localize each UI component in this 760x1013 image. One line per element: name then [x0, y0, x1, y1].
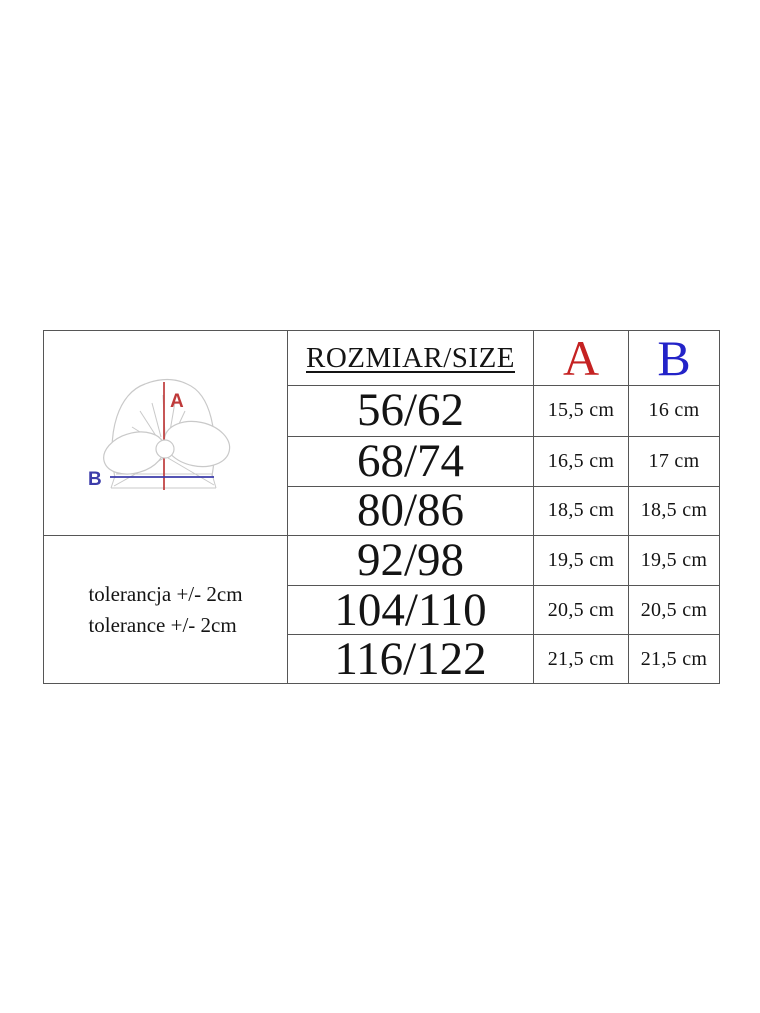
- table-row: 104/110 20,5 cm 20,5 cm: [44, 585, 720, 635]
- value-a-cell: 15,5 cm: [533, 385, 629, 437]
- header-size: ROZMIAR/SIZE: [287, 329, 534, 387]
- hat-dome-outline: [111, 378, 215, 479]
- header-size-label: ROZMIAR/SIZE: [306, 341, 515, 374]
- size-cell: 80/86: [287, 485, 534, 537]
- header-col-a: A: [533, 329, 629, 387]
- size-chart-table: A B ROZMIAR/SIZE A B 56/62 15,5 cm 16 cm…: [43, 329, 720, 684]
- table-row: 80/86 18,5 cm 18,5 cm: [44, 485, 720, 537]
- tolerance-cell: tolerancja +/- 2cm tolerance +/- 2cm: [43, 535, 288, 684]
- size-cell: 116/122: [287, 634, 534, 684]
- size-cell: 68/74: [287, 435, 534, 487]
- value-b-cell: 17 cm: [628, 435, 720, 487]
- value-a-cell: 20,5 cm: [533, 585, 629, 635]
- value-b-cell: 16 cm: [628, 385, 720, 437]
- size-cell: 56/62: [287, 385, 534, 437]
- value-b-cell: 18,5 cm: [628, 485, 720, 537]
- value-b-cell: 20,5 cm: [628, 585, 720, 635]
- value-a-cell: 16,5 cm: [533, 435, 629, 487]
- header-col-b: B: [628, 329, 720, 387]
- diagram-cell: A B: [43, 330, 288, 536]
- diagram-label-b: B: [88, 469, 102, 490]
- value-b-cell: 21,5 cm: [628, 634, 720, 684]
- table-row: 68/74 16,5 cm 17 cm: [44, 435, 720, 487]
- size-cell: 92/98: [287, 535, 534, 586]
- diagram-label-a: A: [170, 391, 184, 412]
- hat-diagram: A B: [88, 378, 231, 490]
- bow-knot: [155, 439, 175, 459]
- table-header-row: A B ROZMIAR/SIZE A B: [43, 329, 720, 536]
- table-row: tolerancja +/- 2cm tolerance +/- 2cm 92/…: [43, 535, 720, 684]
- table-row: 56/62 15,5 cm 16 cm: [44, 385, 720, 437]
- value-a-cell: 18,5 cm: [533, 485, 629, 537]
- tolerance-line-2: tolerance +/- 2cm: [88, 612, 237, 637]
- value-a-cell: 21,5 cm: [533, 634, 629, 684]
- tolerance-line-1: tolerancja +/- 2cm: [88, 581, 243, 606]
- value-b-cell: 19,5 cm: [628, 535, 720, 586]
- tolerance-block: tolerancja +/- 2cm tolerance +/- 2cm: [88, 579, 242, 641]
- value-a-cell: 19,5 cm: [533, 535, 629, 586]
- size-cell: 104/110: [287, 585, 534, 635]
- table-row: 116/122 21,5 cm 21,5 cm: [44, 634, 720, 684]
